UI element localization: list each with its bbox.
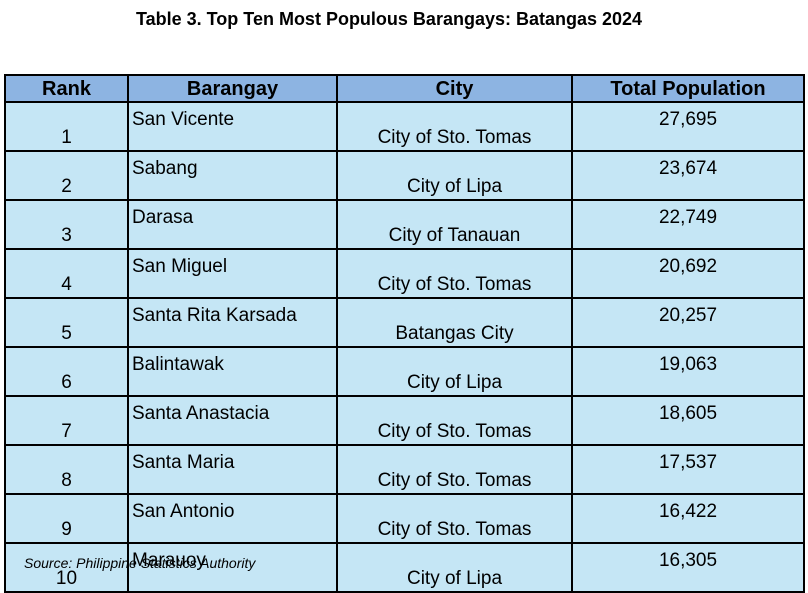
barangay-cell: San Miguel xyxy=(127,248,338,299)
city-cell: City of Sto. Tomas xyxy=(336,248,573,299)
city-cell: City of Lipa xyxy=(336,150,573,201)
population-cell: 20,692 xyxy=(571,248,805,299)
population-cell: 23,674 xyxy=(571,150,805,201)
rank-cell: 8 xyxy=(4,444,129,495)
header-total-population: Total Population xyxy=(571,74,805,103)
rank-cell: 9 xyxy=(4,493,129,544)
header-rank: Rank xyxy=(4,74,129,103)
table-row: 3 Darasa City of Tanauan 22,749 xyxy=(4,199,805,250)
city-cell: City of Sto. Tomas xyxy=(336,395,573,446)
population-cell: 19,063 xyxy=(571,346,805,397)
table-row: 1 San Vicente City of Sto. Tomas 27,695 xyxy=(4,101,805,152)
barangay-cell: Santa Anastacia xyxy=(127,395,338,446)
city-cell: City of Sto. Tomas xyxy=(336,444,573,495)
city-cell: City of Tanauan xyxy=(336,199,573,250)
table-row: 5 Santa Rita Karsada Batangas City 20,257 xyxy=(4,297,805,348)
population-cell: 17,537 xyxy=(571,444,805,495)
table-row: 9 San Antonio City of Sto. Tomas 16,422 xyxy=(4,493,805,544)
rank-cell: 4 xyxy=(4,248,129,299)
header-city: City xyxy=(336,74,573,103)
table-row: 2 Sabang City of Lipa 23,674 xyxy=(4,150,805,201)
header-barangay: Barangay xyxy=(127,74,338,103)
rank-cell: 1 xyxy=(4,101,129,152)
population-cell: 18,605 xyxy=(571,395,805,446)
population-cell: 20,257 xyxy=(571,297,805,348)
barangay-cell: San Antonio xyxy=(127,493,338,544)
barangay-cell: Sabang xyxy=(127,150,338,201)
rank-cell: 7 xyxy=(4,395,129,446)
table-row: 4 San Miguel City of Sto. Tomas 20,692 xyxy=(4,248,805,299)
city-cell: City of Sto. Tomas xyxy=(336,493,573,544)
table-body: 1 San Vicente City of Sto. Tomas 27,695 2 Sab… xyxy=(4,101,805,593)
population-table: Rank Barangay City Total Population 1 San… xyxy=(4,74,805,593)
city-cell: City of Lipa xyxy=(336,346,573,397)
population-cell: 16,305 xyxy=(571,542,805,593)
rank-cell: 3 xyxy=(4,199,129,250)
source-note: Source: Philippine Statistics Authority xyxy=(24,555,256,571)
barangay-cell: Santa Maria xyxy=(127,444,338,495)
population-cell: 27,695 xyxy=(571,101,805,152)
city-cell: Batangas City xyxy=(336,297,573,348)
city-cell: City of Lipa xyxy=(336,542,573,593)
rank-cell: 6 xyxy=(4,346,129,397)
header-row: Rank Barangay City Total Population xyxy=(4,74,805,103)
table-row: 7 Santa Anastacia City of Sto. Tomas 18,605 xyxy=(4,395,805,446)
city-cell: City of Sto. Tomas xyxy=(336,101,573,152)
table-row: 8 Santa Maria City of Sto. Tomas 17,537 xyxy=(4,444,805,495)
barangay-cell: Darasa xyxy=(127,199,338,250)
rank-cell: 2 xyxy=(4,150,129,201)
barangay-cell: Balintawak xyxy=(127,346,338,397)
population-cell: 22,749 xyxy=(571,199,805,250)
population-cell: 16,422 xyxy=(571,493,805,544)
rank-cell: 5 xyxy=(4,297,129,348)
table-row: 6 Balintawak City of Lipa 19,063 xyxy=(4,346,805,397)
table-title: Table 3. Top Ten Most Populous Barangays… xyxy=(135,9,643,29)
barangay-cell: Santa Rita Karsada xyxy=(127,297,338,348)
barangay-cell: San Vicente xyxy=(127,101,338,152)
